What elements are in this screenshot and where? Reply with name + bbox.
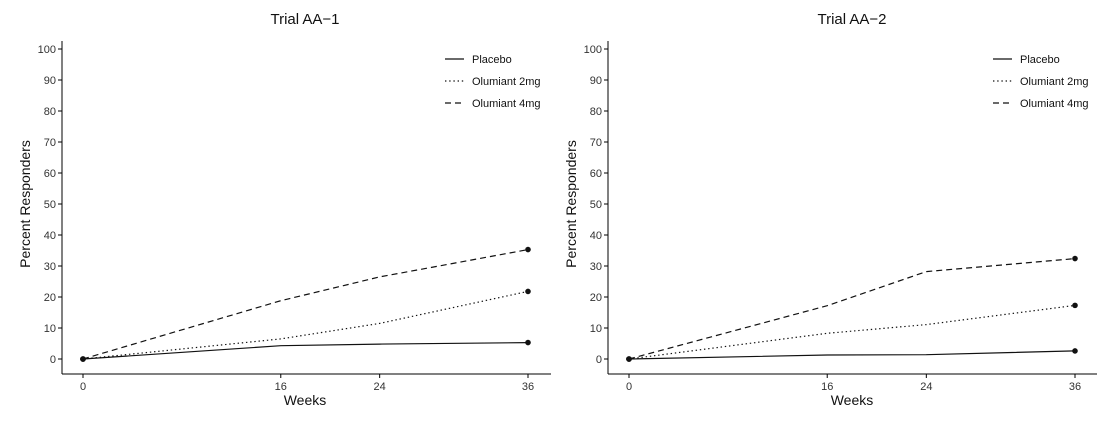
y-tick-label: 100 bbox=[38, 44, 56, 56]
x-tick-label: 0 bbox=[80, 381, 86, 393]
y-tick-label: 80 bbox=[590, 106, 602, 118]
legend-label-placebo: Placebo bbox=[1020, 54, 1060, 66]
x-tick-label: 36 bbox=[1069, 381, 1081, 393]
legend-label-olumiant-2mg: Olumiant 2mg bbox=[1020, 76, 1088, 88]
axes: 0 10 20 30 40 50 60 70 80 90 100 0 16 24 36 bbox=[584, 41, 1097, 393]
panel-trial-aa-1: Trial AA−1 Weeks Percent Responders 0 10 2… bbox=[17, 11, 551, 408]
y-tick-label: 0 bbox=[596, 354, 602, 366]
y-tick-label: 40 bbox=[44, 230, 56, 242]
legend-label-placebo: Placebo bbox=[472, 54, 512, 66]
x-tick-label: 24 bbox=[920, 381, 932, 393]
x-tick-label: 0 bbox=[626, 381, 632, 393]
panel-title: Trial AA−1 bbox=[270, 11, 339, 28]
y-tick-label: 30 bbox=[590, 261, 602, 273]
y-tick-label: 20 bbox=[44, 292, 56, 304]
x-axis-label: Weeks bbox=[284, 392, 327, 408]
y-tick-label: 40 bbox=[590, 230, 602, 242]
y-tick-label: 80 bbox=[44, 106, 56, 118]
legend-label-olumiant-4mg: Olumiant 4mg bbox=[1020, 98, 1088, 110]
y-tick-label: 10 bbox=[44, 323, 56, 335]
x-tick-label: 16 bbox=[275, 381, 287, 393]
series-line-placebo bbox=[628, 350, 1076, 360]
data-point-olumiant-2mg bbox=[1072, 302, 1078, 309]
data-point-placebo bbox=[525, 339, 531, 346]
data-point-olumiant-4mg bbox=[525, 246, 531, 253]
series-line-olumiant-2mg bbox=[82, 290, 529, 360]
y-tick-label: 90 bbox=[44, 75, 56, 87]
y-axis-label: Percent Responders bbox=[563, 140, 579, 268]
y-tick-label: 70 bbox=[44, 137, 56, 149]
y-tick-label: 30 bbox=[44, 261, 56, 273]
data-point-olumiant-4mg bbox=[626, 356, 632, 362]
series-line-placebo bbox=[82, 342, 529, 360]
y-tick-label: 60 bbox=[44, 168, 56, 180]
x-tick-label: 36 bbox=[522, 381, 534, 393]
data-point-olumiant-4mg bbox=[80, 356, 86, 362]
data-point-olumiant-4mg bbox=[1072, 255, 1078, 262]
axes: 0 10 20 30 40 50 60 70 80 90 100 0 16 24 36 bbox=[38, 41, 551, 393]
y-axis-label: Percent Responders bbox=[17, 140, 33, 268]
x-tick-label: 16 bbox=[821, 381, 833, 393]
y-tick-label: 20 bbox=[590, 292, 602, 304]
legend-label-olumiant-2mg: Olumiant 2mg bbox=[472, 76, 540, 88]
series-group bbox=[80, 246, 531, 362]
panel-title: Trial AA−2 bbox=[817, 11, 886, 28]
series-line-olumiant-4mg bbox=[628, 258, 1076, 360]
panel-trial-aa-2: Trial AA−2 Weeks Percent Responders 0 10 2… bbox=[563, 11, 1097, 408]
y-tick-label: 0 bbox=[50, 354, 56, 366]
series-group bbox=[626, 255, 1078, 362]
x-axis-label: Weeks bbox=[831, 392, 874, 408]
series-line-olumiant-4mg bbox=[82, 249, 529, 360]
data-point-olumiant-2mg bbox=[525, 288, 531, 295]
y-tick-label: 50 bbox=[590, 199, 602, 211]
y-tick-label: 60 bbox=[590, 168, 602, 180]
legend-label-olumiant-4mg: Olumiant 4mg bbox=[472, 98, 540, 110]
y-tick-label: 90 bbox=[590, 75, 602, 87]
data-point-placebo bbox=[1072, 348, 1078, 354]
legend: Placebo Olumiant 2mg Olumiant 4mg bbox=[993, 54, 1088, 110]
y-tick-label: 100 bbox=[584, 44, 602, 56]
series-line-olumiant-2mg bbox=[628, 304, 1076, 360]
x-tick-label: 24 bbox=[374, 381, 386, 393]
y-tick-label: 10 bbox=[590, 323, 602, 335]
legend: Placebo Olumiant 2mg Olumiant 4mg bbox=[445, 54, 540, 110]
y-tick-label: 50 bbox=[44, 199, 56, 211]
y-tick-label: 70 bbox=[590, 137, 602, 149]
